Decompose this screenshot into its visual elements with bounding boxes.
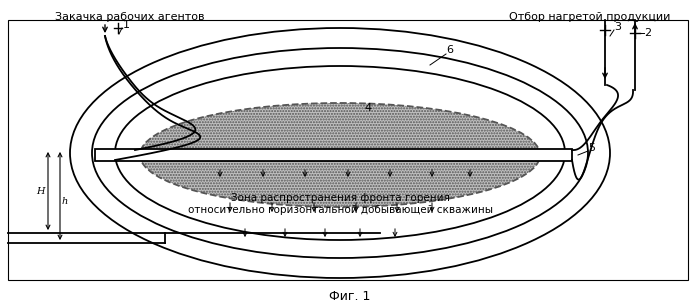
Text: 5: 5 xyxy=(589,143,596,153)
Text: Фиг. 1: Фиг. 1 xyxy=(329,289,371,303)
Text: 4: 4 xyxy=(365,103,372,113)
Text: Закачка рабочих агентов: Закачка рабочих агентов xyxy=(55,12,204,22)
Text: 1: 1 xyxy=(122,20,130,30)
Text: 2: 2 xyxy=(645,28,652,38)
Text: H: H xyxy=(36,186,45,196)
Text: Отбор нагретой продукции: Отбор нагретой продукции xyxy=(510,12,671,22)
Text: Зона распространения фронта горения: Зона распространения фронта горения xyxy=(230,193,449,203)
Bar xyxy=(95,149,572,161)
Bar xyxy=(8,20,688,280)
Text: h: h xyxy=(62,196,69,206)
Text: относительно горизонтальной добывающей скважины: относительно горизонтальной добывающей с… xyxy=(188,205,493,215)
Ellipse shape xyxy=(140,103,540,207)
Text: 6: 6 xyxy=(447,45,454,55)
Text: 3: 3 xyxy=(615,22,622,32)
